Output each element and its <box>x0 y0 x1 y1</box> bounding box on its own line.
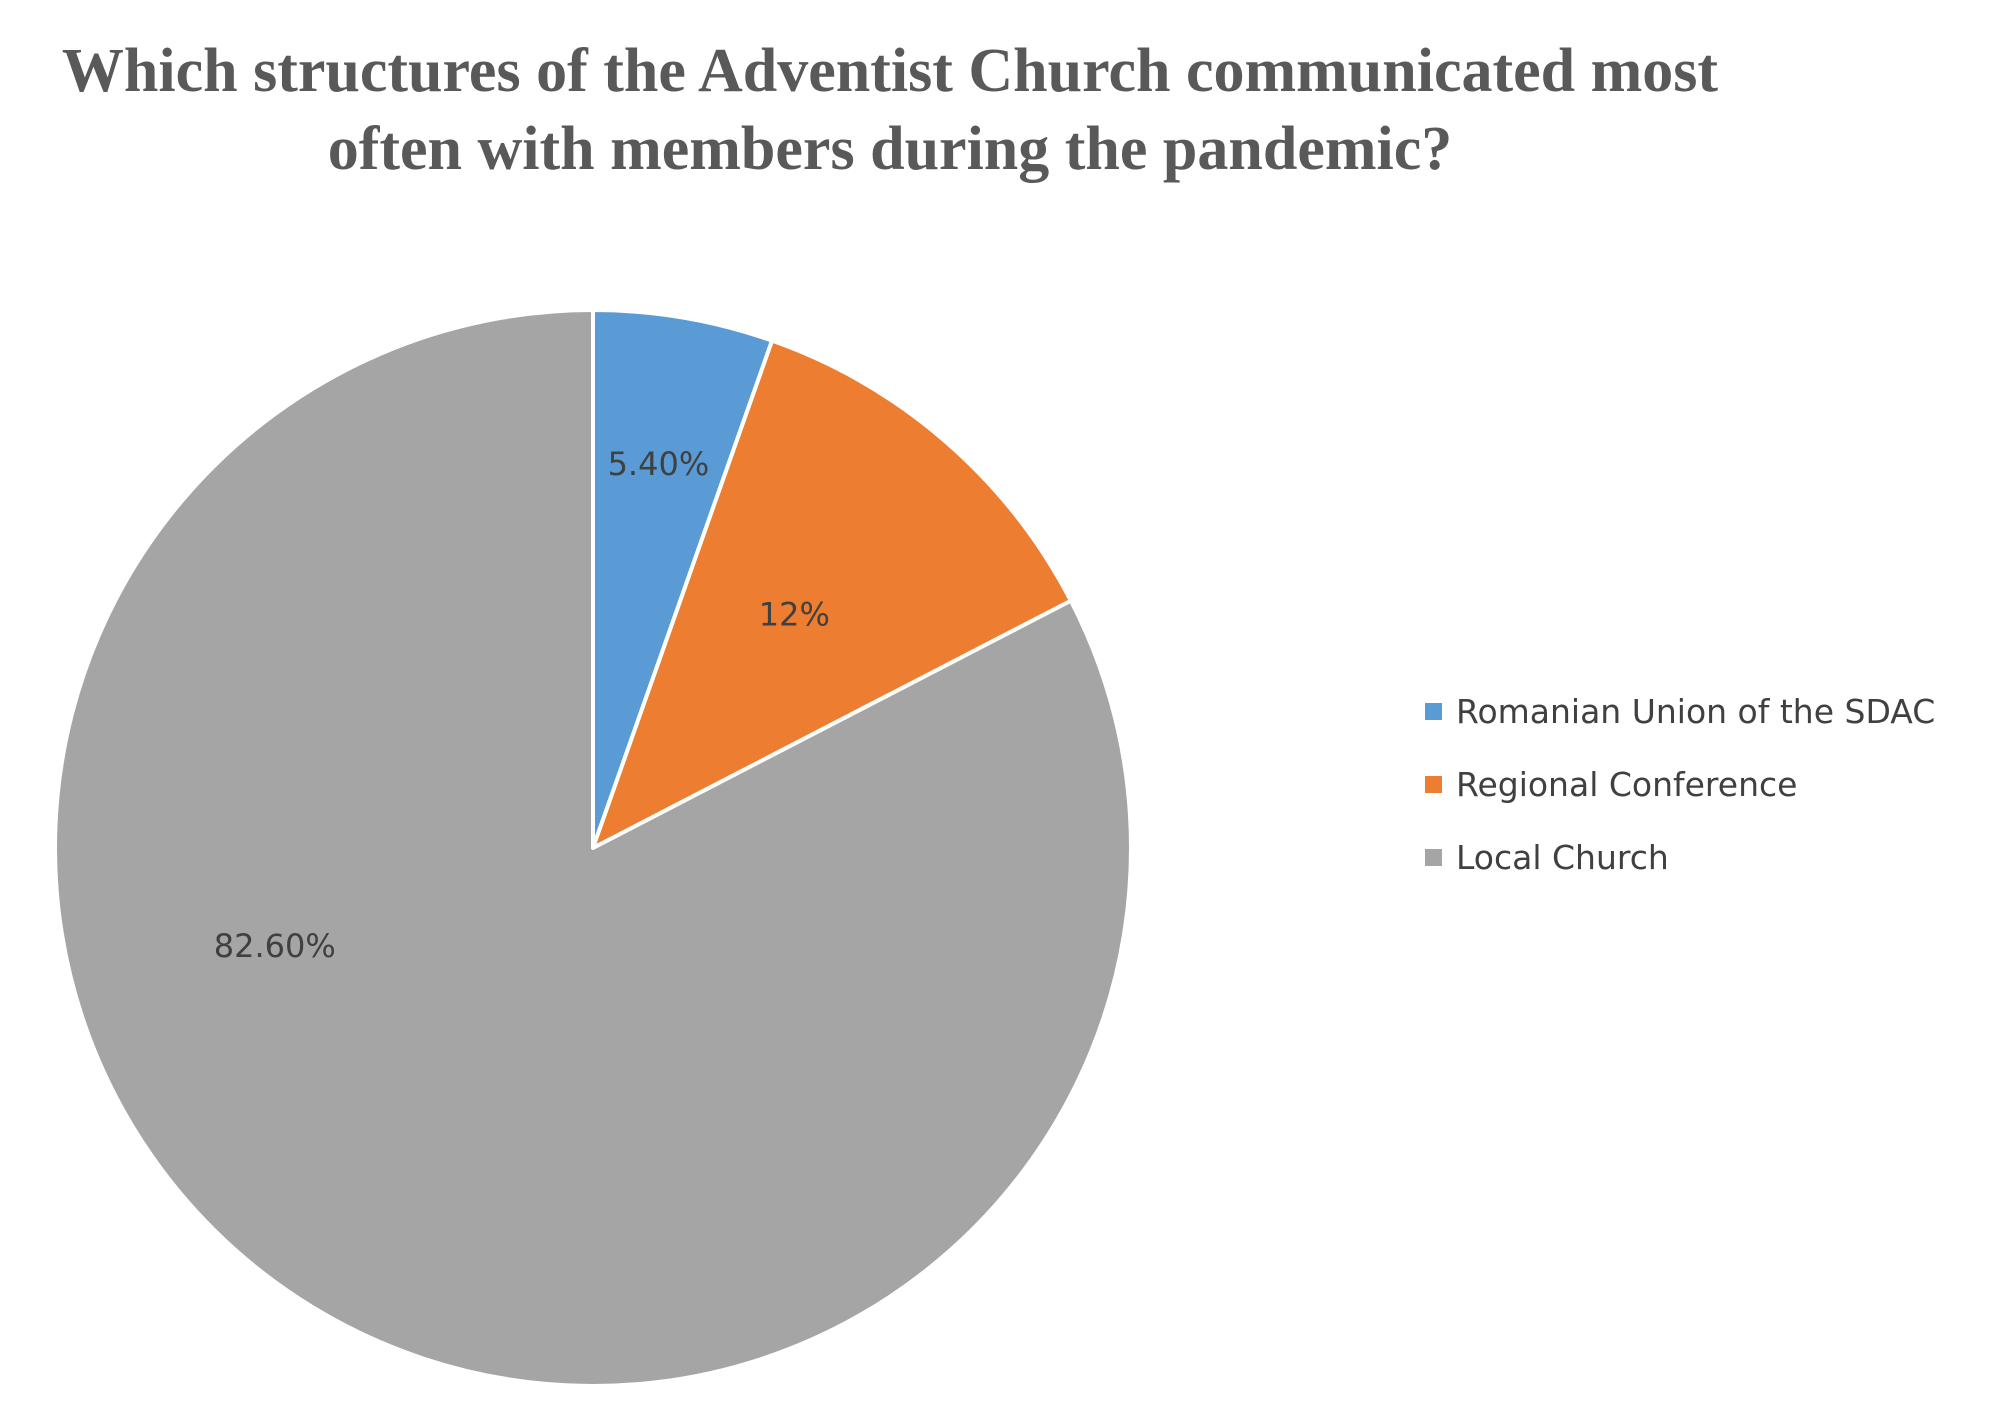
legend-item-local-church: Local Church <box>1425 821 1985 894</box>
legend-item-romanian-union: Romanian Union of the SDAC <box>1425 675 1985 748</box>
chart-title-line-2: often with members during the pandemic? <box>327 115 1453 183</box>
chart-title-line-1: Which structures of the Adventist Church… <box>61 37 1719 105</box>
legend-label-local-church: Local Church <box>1456 838 1669 877</box>
data-label-romanian-union: 5.40% <box>608 445 710 483</box>
legend-swatch-romanian-union <box>1425 703 1442 720</box>
pie-slice-romanian-union <box>591 308 775 850</box>
legend-label-regional-conference: Regional Conference <box>1456 765 1798 804</box>
legend-swatch-local-church <box>1425 849 1442 866</box>
data-label-regional-conference: 12% <box>759 596 830 634</box>
chart-legend: Romanian Union of the SDAC Regional Conf… <box>1425 675 1985 894</box>
legend-label-romanian-union: Romanian Union of the SDAC <box>1456 692 1936 731</box>
pie-slice-local-church <box>53 308 1133 1388</box>
chart-title: Which structures of the Adventist Church… <box>0 32 1780 188</box>
legend-swatch-regional-conference <box>1425 776 1442 793</box>
pie-slice-regional-conference <box>591 338 1073 850</box>
legend-item-regional-conference: Regional Conference <box>1425 748 1985 821</box>
data-label-local-church: 82.60% <box>214 927 336 965</box>
